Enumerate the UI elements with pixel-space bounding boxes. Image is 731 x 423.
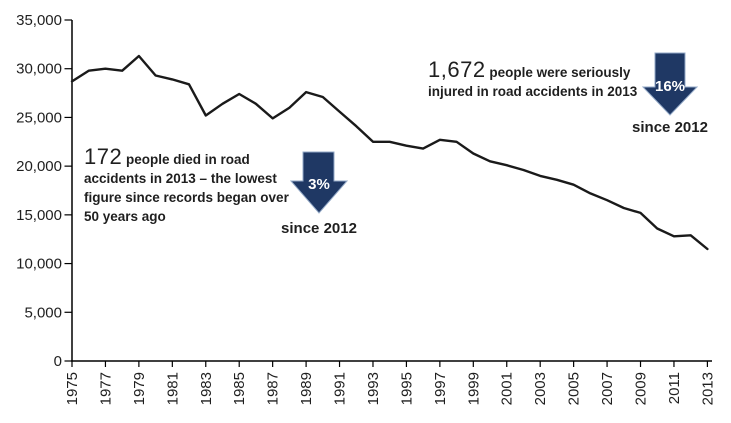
deaths-annotation: 172 people died in road accidents in 201… xyxy=(84,144,290,226)
x-tick-label: 1991 xyxy=(332,372,349,405)
deaths-since-caption: since 2012 xyxy=(281,220,357,237)
x-tick-label: 2009 xyxy=(633,372,650,405)
x-tick-label: 2013 xyxy=(699,372,716,405)
x-tick-label: 2005 xyxy=(566,372,583,405)
x-tick-label: 1989 xyxy=(298,372,315,405)
x-tick-label: 1997 xyxy=(432,372,449,405)
serious-injuries-number: 1,672 xyxy=(428,57,486,82)
serious-injuries-text: people were seriously injured in road ac… xyxy=(428,65,638,99)
y-tick-label: 5,000 xyxy=(24,304,62,321)
x-tick-label: 1987 xyxy=(265,372,282,405)
x-tick-label: 1979 xyxy=(131,372,148,405)
x-tick-label: 1995 xyxy=(398,372,415,405)
x-tick-label: 1975 xyxy=(64,372,81,405)
deaths-text: people died in road accidents in 2013 – … xyxy=(84,152,289,224)
y-tick-label: 15,000 xyxy=(16,207,62,224)
x-tick-label: 1985 xyxy=(231,372,248,405)
serious-since-caption: since 2012 xyxy=(632,119,708,136)
x-tick-label: 1981 xyxy=(164,372,181,405)
x-tick-label: 1999 xyxy=(465,372,482,405)
x-tick-label: 2003 xyxy=(532,372,549,405)
y-tick-label: 10,000 xyxy=(16,256,62,273)
data-line xyxy=(70,54,709,251)
y-tick-label: 0 xyxy=(54,353,62,370)
y-tick-label: 20,000 xyxy=(16,158,62,175)
x-tick-label: 2007 xyxy=(599,372,616,405)
y-tick-label: 25,000 xyxy=(16,109,62,126)
x-tick-label: 1993 xyxy=(365,372,382,405)
x-tick-label: 1983 xyxy=(198,372,215,405)
y-tick-label: 30,000 xyxy=(16,61,62,78)
serious-percent-badge: 16% xyxy=(654,78,686,95)
deaths-number: 172 xyxy=(84,144,123,169)
x-tick-label: 2011 xyxy=(666,372,683,404)
x-tick-label: 1977 xyxy=(97,372,114,405)
deaths-percent-badge: 3% xyxy=(308,176,330,193)
x-tick-label: 2001 xyxy=(499,372,516,405)
serious-injuries-annotation: 1,672 people were seriously injured in r… xyxy=(428,57,652,101)
y-tick-label: 35,000 xyxy=(16,12,62,29)
